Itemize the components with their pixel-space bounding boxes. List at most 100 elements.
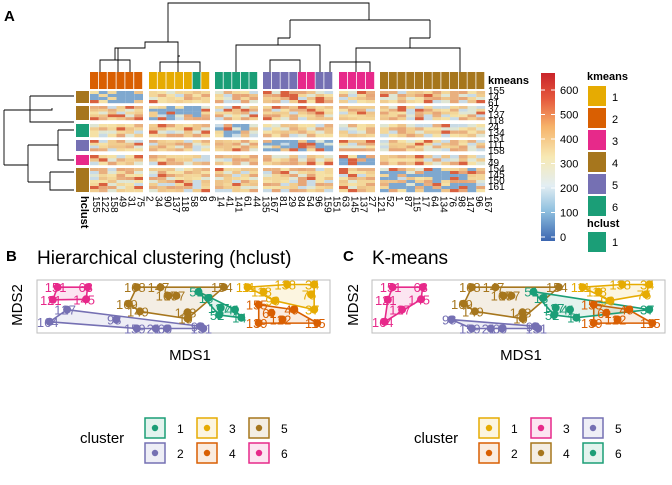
heatmap-cell: [324, 108, 334, 112]
heatmap-cell: [423, 145, 433, 149]
heatmap-cell: [107, 106, 117, 109]
heatmap-cell: [263, 177, 272, 181]
heatmap-cell: [366, 133, 375, 138]
heatmap-cell: [125, 180, 135, 184]
heatmap-cell: [149, 124, 158, 128]
heatmap-cell: [249, 177, 258, 181]
column-label: 6: [206, 196, 217, 202]
dendrogram-branch: [159, 55, 201, 72]
heatmap-cell: [476, 106, 486, 109]
heatmap-cell: [215, 161, 224, 166]
heatmap-cell: [432, 155, 442, 159]
heatmap-cell: [98, 148, 108, 152]
heatmap-cell: [134, 155, 143, 159]
heatmap-cell: [348, 174, 357, 178]
dendrogram-branch: [355, 37, 461, 72]
kmeans-legend-swatch: [588, 152, 606, 172]
point-label: 155: [581, 298, 603, 313]
data-point: [470, 307, 479, 316]
heatmap-cell: [223, 111, 233, 115]
heatmap-cell: [476, 133, 486, 138]
point-label: 154: [546, 280, 568, 295]
heatmap-cell: [240, 108, 250, 112]
heatmap-cell: [289, 114, 299, 118]
heatmap-cell: [289, 158, 299, 162]
heatmap-cell: [271, 127, 281, 131]
heatmap-cell: [415, 145, 424, 149]
kmeans-cell: [116, 72, 125, 89]
column-label: 147: [464, 196, 475, 213]
heatmap-cell: [166, 189, 176, 193]
heatmap-cell: [223, 133, 233, 138]
heatmap-cell: [298, 108, 307, 112]
heatmap-cell: [441, 117, 451, 121]
column-label: 155: [90, 196, 101, 213]
heatmap-cell: [467, 142, 477, 146]
heatmap-cell: [192, 145, 202, 149]
heatmap-cell: [201, 97, 210, 101]
heatmap-cell: [441, 180, 451, 184]
data-point: [529, 287, 538, 296]
heatmap-cell: [263, 108, 272, 112]
heatmap-cell: [201, 106, 210, 109]
heatmap-cell: [166, 133, 176, 138]
heatmap-cell: [441, 142, 451, 146]
data-point: [151, 324, 160, 333]
heatmap-cell: [380, 130, 389, 134]
heatmap-cell: [348, 100, 357, 104]
heatmap-cell: [388, 114, 398, 118]
heatmap-cell: [339, 111, 348, 115]
heatmap-cell: [134, 168, 143, 172]
heatmap-cell: [175, 127, 184, 131]
heatmap-cell: [215, 111, 224, 115]
heatmap-cell: [183, 91, 193, 95]
heatmap-cell: [315, 186, 325, 190]
heatmap-cell: [357, 91, 366, 95]
heatmap-cell: [249, 155, 258, 159]
legend-key-label: 5: [615, 422, 622, 436]
heatmap-cell: [271, 91, 281, 95]
heatmap-cell: [125, 148, 135, 152]
heatmap-cell: [306, 94, 316, 98]
heatmap-cell: [98, 145, 108, 149]
heatmap-cell: [201, 158, 210, 162]
heatmap-cell: [324, 117, 334, 121]
heatmap-cell: [280, 174, 290, 178]
heatmap-cell: [107, 124, 117, 128]
heatmap-cell: [192, 155, 202, 159]
heatmap-cell: [249, 186, 258, 190]
plot-c-legend-title: cluster: [414, 430, 458, 447]
colorbar-tick-label: 300: [560, 159, 578, 171]
heatmap-cell: [450, 158, 459, 162]
heatmap-cell: [215, 97, 224, 101]
heatmap-cell: [98, 106, 108, 109]
heatmap-cell: [388, 106, 398, 109]
heatmap-cell: [324, 180, 334, 184]
heatmap-cell: [406, 97, 416, 101]
heatmap-cell: [183, 124, 193, 128]
heatmap-cell: [134, 161, 143, 166]
heatmap-cell: [157, 100, 167, 104]
heatmap-cell: [149, 94, 158, 98]
heatmap-cell: [415, 133, 424, 138]
plot-panel-border: [36, 279, 331, 334]
heatmap-cell: [240, 189, 250, 193]
heatmap-cell: [98, 114, 108, 118]
panel-label-b: B: [6, 248, 17, 265]
heatmap-cell: [467, 177, 477, 181]
kmeans-cell: [107, 72, 116, 89]
heatmap-cell: [366, 130, 375, 134]
heatmap-cell: [298, 174, 307, 178]
heatmap-cell: [157, 148, 167, 152]
point-label: 63: [413, 280, 427, 295]
heatmap-cell: [98, 117, 108, 121]
point-label: 63: [78, 280, 92, 295]
heatmap-cell: [232, 127, 241, 131]
heatmap-cell: [348, 91, 357, 95]
data-point: [447, 315, 456, 324]
heatmap-cell: [157, 171, 167, 175]
point-label: 168: [124, 280, 146, 295]
point-label: 131: [525, 322, 547, 337]
heatmap-cell: [415, 130, 424, 134]
